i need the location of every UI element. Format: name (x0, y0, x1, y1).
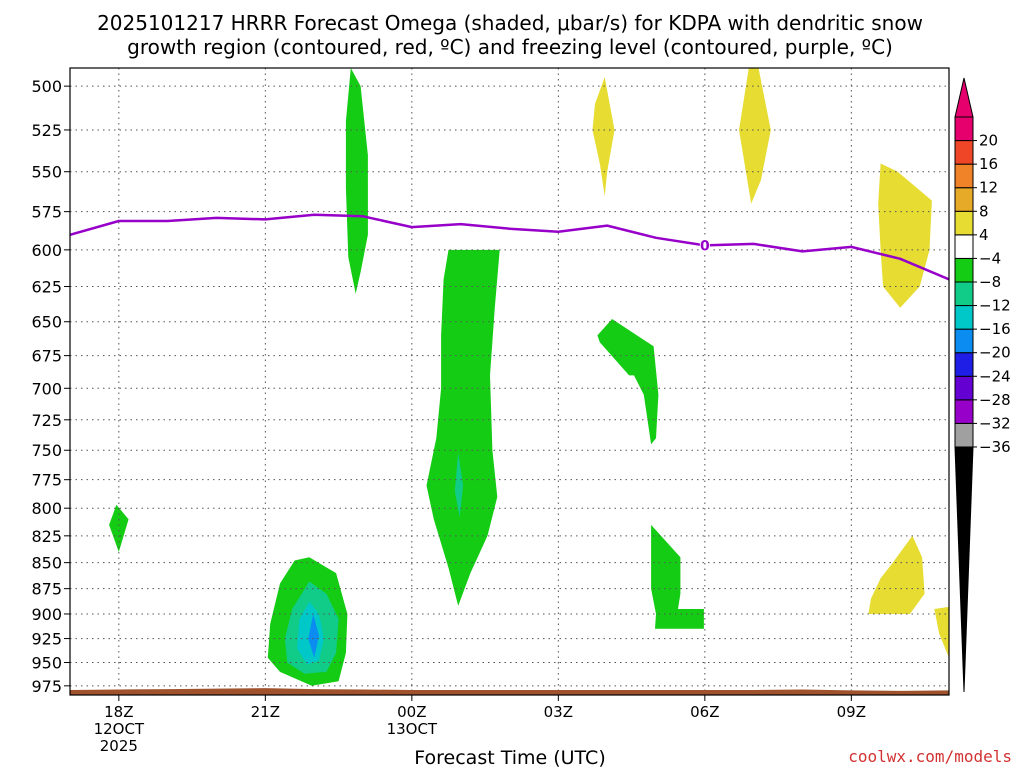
omega-region-10 (308, 614, 319, 658)
x-tick-label: 09Z (837, 703, 866, 721)
colorbar-label: −8 (979, 273, 1001, 291)
y-tick-label: 625 (31, 278, 62, 297)
colorbar-label: −28 (979, 391, 1011, 409)
y-axis: 500 525 550 575 600 625 650 675 700 725 750 775 800 8… (31, 77, 70, 696)
x-tick-label: 18Z (104, 703, 133, 721)
omega-region-4 (597, 319, 659, 445)
colorbar-label: −4 (979, 249, 1001, 267)
omega-region-12 (739, 68, 771, 204)
y-tick-label: 550 (31, 163, 62, 182)
omega-shading (109, 68, 949, 686)
omega-region-5 (651, 524, 704, 629)
colorbar-segment (954, 305, 974, 330)
colorbar-label: 20 (979, 132, 998, 150)
colorbar-segment (954, 116, 974, 142)
chart-title-line-2: growth region (contoured, red, ºC) and f… (127, 35, 893, 59)
freezing-level-layer: 0 (70, 213, 949, 281)
chart-title-line-1: 2025101217 HRRR Forecast Omega (shaded, … (97, 11, 923, 35)
colorbar-segment (954, 399, 974, 424)
x-tick-label: 13OCT (387, 720, 438, 738)
colorbar-label: 8 (979, 202, 989, 220)
freezing-level-label-bg (699, 237, 710, 254)
colorbar-label: −20 (979, 344, 1011, 362)
omega-region-15 (934, 606, 949, 658)
y-tick-label: 700 (31, 379, 62, 398)
x-axis-label: Forecast Time (UTC) (414, 747, 605, 768)
colorbar-segment (954, 163, 974, 189)
colorbar-label: 12 (979, 179, 998, 197)
colorbar-segment (954, 257, 974, 283)
colorbar-segment (954, 328, 974, 354)
colorbar-segment (954, 422, 974, 448)
colorbar-label: −12 (979, 297, 1011, 315)
colorbar-segment (954, 352, 974, 377)
omega-region-13 (878, 163, 932, 308)
y-tick-label: 875 (31, 580, 62, 599)
colorbar: −36 −32 −28 −24 −20 −16 −12 −8 −4 4 8 12 16 20 (954, 77, 1011, 693)
x-tick-label: 06Z (690, 703, 719, 721)
x-tick-label: 00Z (397, 703, 426, 721)
y-tick-label: 925 (31, 630, 62, 649)
y-tick-label: 850 (31, 554, 62, 573)
terrain-fill (70, 688, 949, 695)
colorbar-label: −16 (979, 320, 1011, 338)
y-tick-label: 900 (31, 605, 62, 624)
omega-region-11 (592, 77, 615, 196)
omega-region-2 (426, 249, 500, 606)
colorbar-label: 4 (979, 226, 989, 244)
colorbar-segment (954, 375, 974, 401)
colorbar-segment (954, 234, 974, 259)
colorbar-segment (954, 140, 974, 165)
terrain-layer (70, 688, 949, 695)
freezing-level-label: 0 (700, 238, 710, 254)
colorbar-label: 16 (979, 155, 998, 173)
omega-region-1 (345, 68, 368, 294)
colorbar-label: −32 (979, 414, 1011, 432)
y-tick-label: 725 (31, 411, 62, 430)
y-tick-label: 775 (31, 471, 62, 490)
grid-lines (70, 68, 949, 695)
colorbar-segment (954, 187, 974, 212)
colorbar-segment (954, 210, 974, 236)
colorbar-label: −36 (979, 438, 1011, 456)
y-tick-label: 600 (31, 241, 62, 260)
freezing-level-line (70, 213, 949, 281)
colorbar-segment (954, 281, 974, 307)
credit-text: coolwx.com/models (848, 747, 1012, 766)
x-tick-label: 03Z (544, 703, 573, 721)
x-tick-label: 12OCT (94, 720, 145, 738)
y-tick-label: 750 (31, 441, 62, 460)
y-tick-label: 650 (31, 313, 62, 332)
y-tick-label: 525 (31, 121, 62, 140)
y-tick-label: 975 (31, 677, 62, 696)
omega-region-3 (454, 452, 464, 518)
colorbar-under-arrow (954, 446, 974, 693)
y-tick-label: 800 (31, 499, 62, 518)
plot-frame (69, 67, 950, 696)
y-tick-label: 500 (31, 77, 62, 96)
colorbar-label: −24 (979, 367, 1011, 385)
omega-region-6 (109, 504, 129, 552)
y-tick-label: 825 (31, 527, 62, 546)
x-tick-label: 2025 (100, 737, 138, 755)
colorbar-over-arrow (954, 77, 974, 118)
y-tick-label: 950 (31, 654, 62, 673)
omega-region-14 (868, 535, 925, 614)
x-tick-label: 21Z (251, 703, 280, 721)
y-tick-label: 675 (31, 347, 62, 366)
y-tick-label: 575 (31, 203, 62, 222)
